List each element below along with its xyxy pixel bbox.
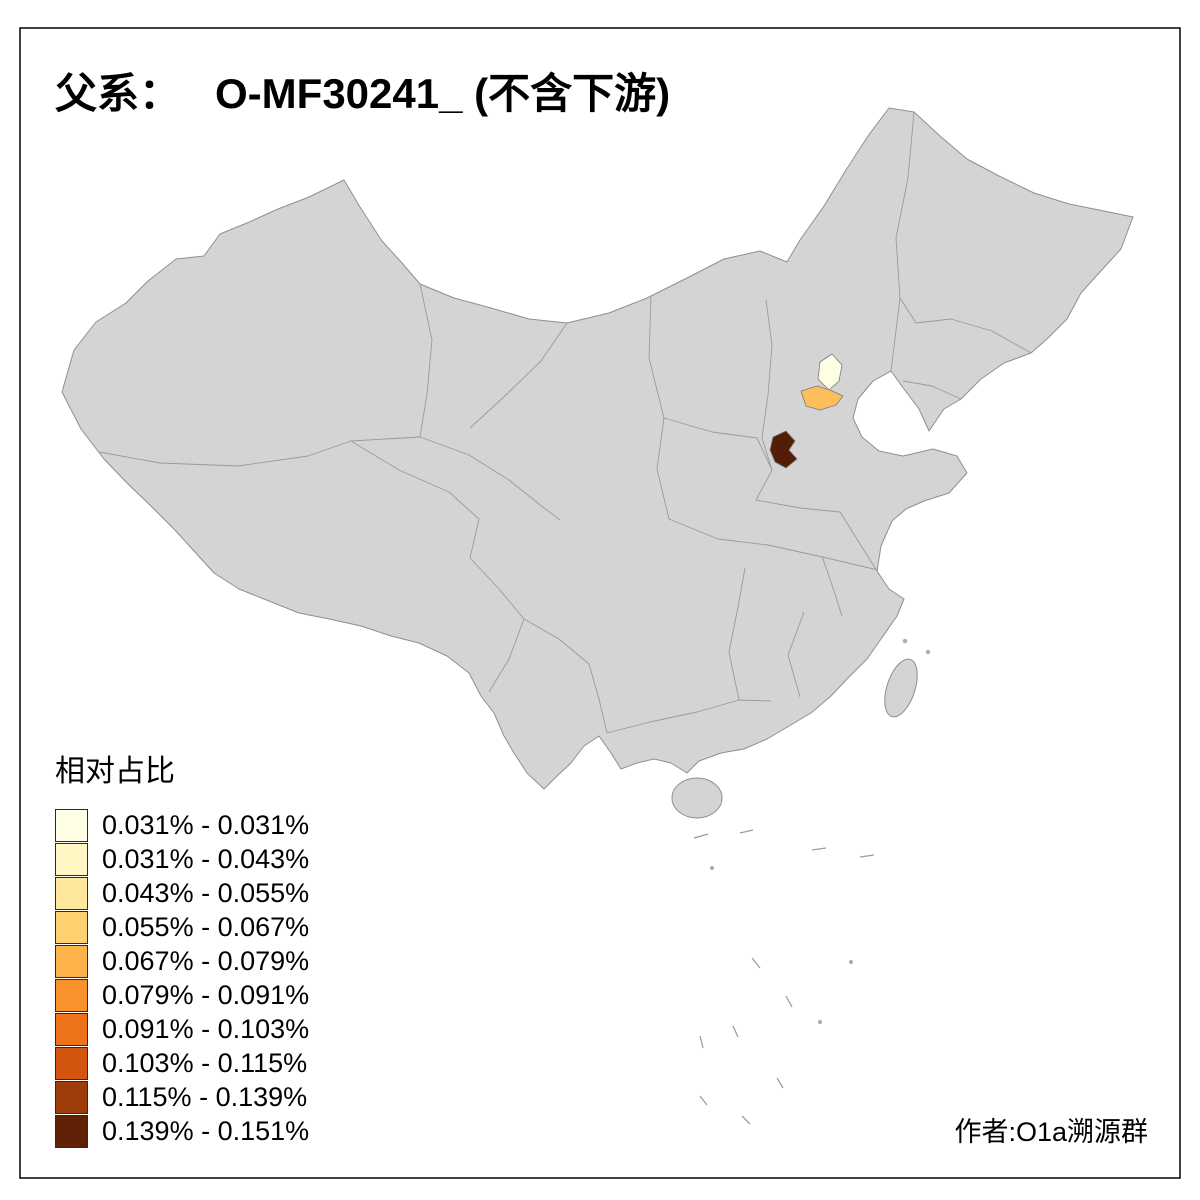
highlighted-regions [769, 353, 844, 469]
legend-color-swatch [55, 842, 88, 876]
legend-row: 0.079% - 0.091% [55, 978, 309, 1012]
map-highlight-region-pale [817, 353, 843, 391]
legend-color-swatch [55, 1114, 88, 1148]
title-main: O-MF30241_ (不含下游) [215, 70, 671, 117]
legend-range-label: 0.091% - 0.103% [102, 1013, 310, 1044]
legend-range-label: 0.139% - 0.151% [102, 1115, 310, 1146]
hainan-island-shape [671, 777, 723, 819]
legend-row: 0.055% - 0.067% [55, 910, 309, 944]
legend-row: 0.103% - 0.115% [55, 1046, 309, 1080]
sea-islands-group [693, 638, 931, 1125]
legend-title: 相对占比 [55, 755, 175, 788]
legend-range-label: 0.079% - 0.091% [102, 979, 310, 1010]
legend-color-swatch [55, 1046, 88, 1080]
province-borders [98, 111, 1032, 734]
legend-range-label: 0.103% - 0.115% [102, 1047, 308, 1078]
legend-range-label: 0.031% - 0.031% [102, 809, 310, 840]
legend-color-swatch [55, 944, 88, 978]
attribution-text: 作者:O1a溯源群 [954, 1117, 1148, 1147]
legend-range-label: 0.043% - 0.055% [102, 877, 310, 908]
map-highlight-region-dark [769, 430, 798, 469]
legend-color-swatch [55, 910, 88, 944]
legend: 相对占比 0.031% - 0.031% 0.031% - 0.043% 0.043… [55, 746, 309, 1148]
legend-color-swatch [55, 1080, 88, 1114]
page-title: 父系： O-MF30241_ (不含下游) [55, 60, 670, 121]
legend-range-label: 0.055% - 0.067% [102, 911, 310, 942]
china-mainland-shape [61, 107, 1134, 790]
taiwan-island-shape [884, 658, 918, 718]
legend-color-swatch [55, 876, 88, 910]
legend-row: 0.043% - 0.055% [55, 876, 309, 910]
legend-row: 0.031% - 0.043% [55, 842, 309, 876]
legend-row: 0.031% - 0.031% [55, 808, 309, 842]
title-prefix: 父系： [55, 70, 182, 117]
legend-row: 0.115% - 0.139% [55, 1080, 309, 1114]
page-frame [19, 27, 1181, 1179]
legend-range-label: 0.067% - 0.079% [102, 945, 310, 976]
legend-range-label: 0.115% - 0.139% [102, 1081, 308, 1112]
legend-row: 0.091% - 0.103% [55, 1012, 309, 1046]
legend-color-swatch [55, 978, 88, 1012]
legend-range-label: 0.031% - 0.043% [102, 843, 310, 874]
map-highlight-region-orange [800, 385, 844, 411]
legend-row: 0.067% - 0.079% [55, 944, 309, 978]
legend-color-swatch [55, 808, 88, 842]
legend-rows: 0.031% - 0.031% 0.031% - 0.043% 0.043% - 0… [55, 808, 309, 1148]
legend-row: 0.139% - 0.151% [55, 1114, 309, 1148]
legend-color-swatch [55, 1012, 88, 1046]
